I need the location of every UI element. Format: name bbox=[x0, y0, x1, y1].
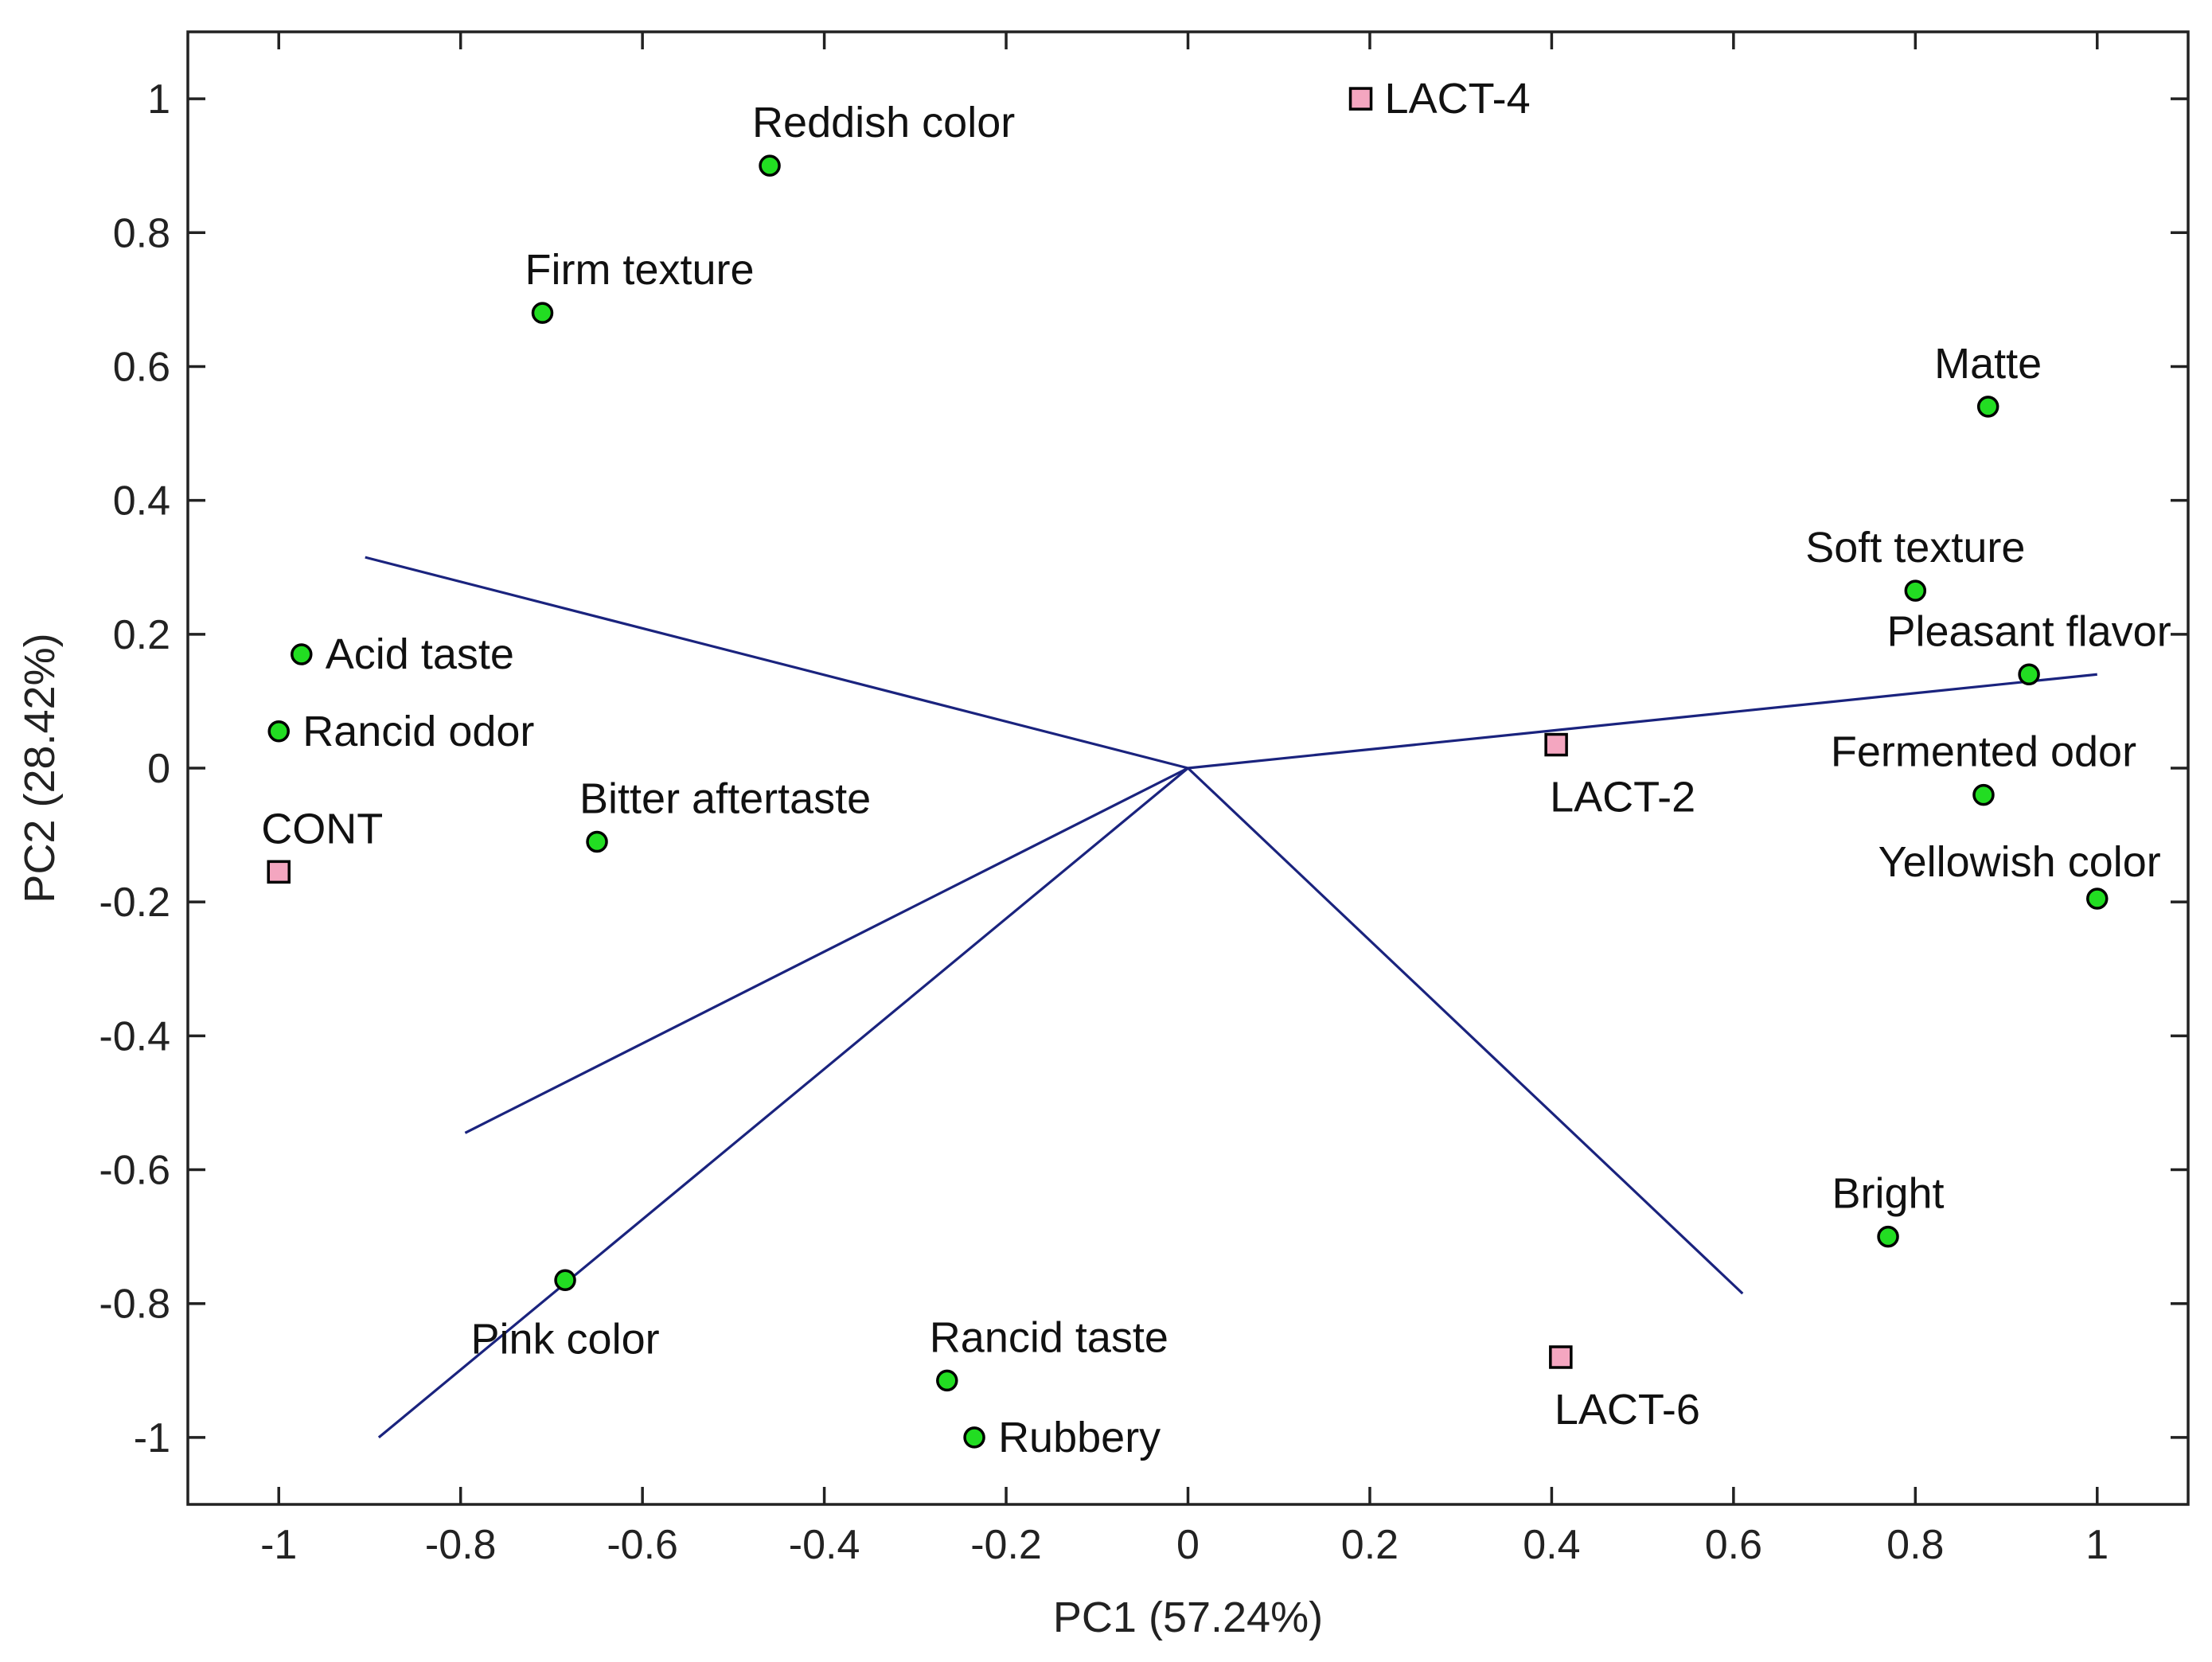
x-tick-label: -1 bbox=[260, 1522, 297, 1568]
x-axis-title: PC1 (57.24%) bbox=[1053, 1594, 1323, 1641]
point-matte bbox=[1976, 396, 1999, 418]
point-soft-texture bbox=[1904, 579, 1927, 602]
label-rancid-taste: Rancid taste bbox=[930, 1313, 1168, 1361]
loading-vector-4 bbox=[377, 767, 1189, 1439]
label-cont: CONT bbox=[261, 805, 383, 852]
label-soft-texture: Soft texture bbox=[1805, 524, 2025, 572]
label-lact-6: LACT-6 bbox=[1555, 1386, 1700, 1434]
label-pink-color: Pink color bbox=[470, 1315, 659, 1363]
y-tick-label: -0.8 bbox=[99, 1282, 170, 1328]
point-lact-2 bbox=[1544, 732, 1568, 757]
label-rancid-odor: Rancid odor bbox=[302, 708, 534, 755]
label-pleasant-flavor: Pleasant flavor bbox=[1887, 607, 2171, 655]
point-rancid-odor bbox=[267, 720, 290, 743]
label-matte: Matte bbox=[1934, 340, 2042, 388]
label-yellowish-color: Yellowish color bbox=[1878, 838, 2161, 886]
y-tick-label: -1 bbox=[134, 1415, 170, 1461]
label-bitter-aftertaste: Bitter aftertaste bbox=[579, 775, 871, 823]
point-acid-taste bbox=[291, 643, 313, 665]
y-tick-label: 0.2 bbox=[113, 612, 170, 658]
y-tick-label: 0.8 bbox=[113, 210, 170, 256]
point-pleasant-flavor bbox=[2018, 663, 2040, 686]
loading-vectors bbox=[365, 556, 2097, 1439]
label-firm-texture: Firm texture bbox=[525, 246, 754, 294]
y-tick-label: 0 bbox=[147, 746, 170, 792]
x-tick-label: 0 bbox=[1176, 1522, 1200, 1568]
loading-vector-2 bbox=[1188, 673, 2097, 770]
y-tick-label: 1 bbox=[147, 76, 170, 123]
y-tick-label: -0.4 bbox=[99, 1013, 170, 1059]
label-acid-taste: Acid taste bbox=[326, 630, 514, 678]
point-bright bbox=[1877, 1225, 1899, 1248]
y-tick-label: 0.4 bbox=[113, 478, 170, 525]
point-reddish-color bbox=[759, 154, 781, 177]
x-tick-label: -0.4 bbox=[789, 1522, 860, 1568]
y-tick-label: -0.2 bbox=[99, 880, 170, 926]
label-reddish-color: Reddish color bbox=[752, 99, 1015, 146]
point-lact-6 bbox=[1549, 1345, 1573, 1369]
point-yellowish-color bbox=[2086, 888, 2109, 910]
label-lact-4: LACT-4 bbox=[1385, 75, 1531, 123]
point-cont bbox=[267, 860, 291, 884]
loading-vector-3 bbox=[464, 767, 1189, 1134]
label-bright: Bright bbox=[1832, 1170, 1945, 1218]
label-rubbery: Rubbery bbox=[998, 1414, 1161, 1461]
point-firm-texture bbox=[531, 302, 554, 324]
x-tick-label: -0.6 bbox=[607, 1522, 678, 1568]
data-points: Reddish color Firm texture Matte Soft textu… bbox=[261, 75, 2171, 1461]
x-tick-label: -0.8 bbox=[425, 1522, 497, 1568]
axis-ticks: -1 -0.8 -0.6 -0.4 -0.2 0 0.2 0.4 0.6 0.8 1 -1 -0.8 -0… bbox=[99, 32, 2188, 1568]
loading-vector-1 bbox=[365, 556, 1188, 770]
x-tick-label: -0.2 bbox=[970, 1522, 1042, 1568]
point-fermented-odor bbox=[1972, 783, 1995, 806]
y-tick-label: -0.6 bbox=[99, 1148, 170, 1194]
x-tick-label: 1 bbox=[2085, 1522, 2109, 1568]
x-tick-label: 0.2 bbox=[1341, 1522, 1399, 1568]
x-tick-label: 0.8 bbox=[1886, 1522, 1944, 1568]
loading-vector-5 bbox=[1187, 767, 1744, 1295]
point-rubbery bbox=[963, 1426, 985, 1449]
point-bitter-aftertaste bbox=[586, 830, 608, 853]
x-tick-label: 0.4 bbox=[1523, 1522, 1580, 1568]
label-fermented-odor: Fermented odor bbox=[1831, 728, 2136, 776]
x-tick-label: 0.6 bbox=[1705, 1522, 1762, 1568]
label-lact-2: LACT-2 bbox=[1550, 774, 1695, 821]
point-rancid-taste bbox=[936, 1369, 958, 1392]
point-pink-color bbox=[554, 1269, 576, 1292]
y-tick-label: 0.6 bbox=[113, 344, 170, 390]
y-axis-title: PC2 (28.42%) bbox=[16, 633, 64, 903]
point-lact-4 bbox=[1348, 87, 1373, 111]
